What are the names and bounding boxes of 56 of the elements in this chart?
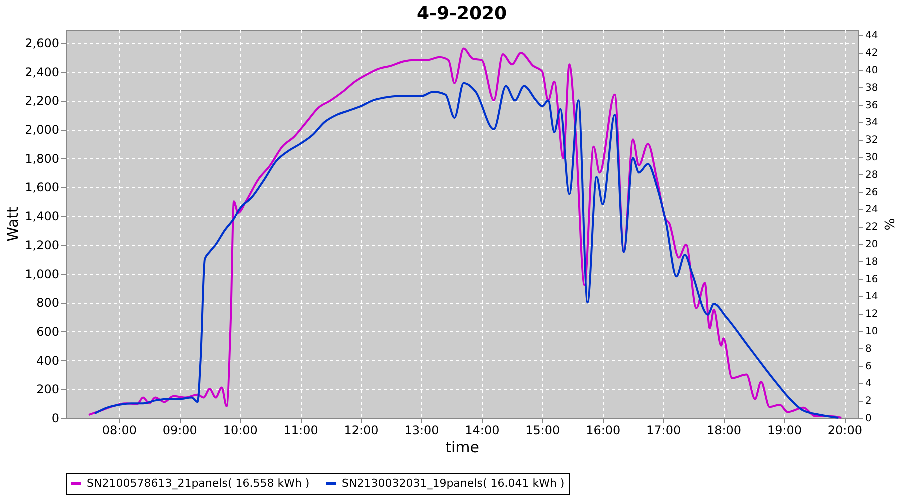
x-tick-label: 18:00 <box>706 424 742 438</box>
y-tick-label: 1,000 <box>25 267 60 282</box>
y2-tick-label: 0 <box>866 414 872 424</box>
x-tick-label: 13:00 <box>404 424 440 438</box>
x-tick-label: 12:00 <box>344 424 379 438</box>
y2-tick-label: 44 <box>866 30 878 42</box>
y-tick-label: 600 <box>36 324 60 339</box>
y-tick-label: 0 <box>52 412 60 426</box>
x-axis-title: time <box>446 438 480 456</box>
x-tick-label: 15:00 <box>526 424 560 438</box>
y2-tick-label: 42 <box>866 48 878 60</box>
x-tick-label: 10:00 <box>223 424 258 438</box>
y2-tick-label: 2 <box>866 396 872 408</box>
y2-tick-label: 20 <box>866 240 878 251</box>
y2-tick-label: 28 <box>866 170 878 181</box>
y2-tick-label: 22 <box>866 222 878 234</box>
y-tick-label: 2,000 <box>25 123 60 138</box>
y2-tick-label: 24 <box>866 204 878 216</box>
y-tick-label: 400 <box>36 354 60 368</box>
x-tick-label: 08:00 <box>102 424 137 438</box>
y-tick-label: 800 <box>36 296 60 310</box>
y2-tick-label: 14 <box>866 292 878 303</box>
y2-tick-label: 30 <box>866 152 878 164</box>
y2-tick-label: 8 <box>866 344 872 355</box>
x-tick-label: 19:00 <box>767 424 802 438</box>
x-tick-label: 14:00 <box>465 424 500 438</box>
y2-tick-label: 40 <box>866 66 878 77</box>
y-tick-label: 1,600 <box>25 180 60 195</box>
y-tick-label: 1,200 <box>25 238 60 252</box>
y2-tick-label: 10 <box>866 326 878 338</box>
y-tick-label: 2,400 <box>25 65 60 80</box>
y2-tick-label: 12 <box>866 309 878 320</box>
y2-tick-label: 32 <box>866 135 878 146</box>
y-tick-label: 1,400 <box>25 210 60 224</box>
chart-title: 4-9-2020 <box>416 3 508 24</box>
y2-axis-title: % <box>881 218 896 231</box>
x-tick-label: 20:00 <box>828 424 862 438</box>
y2-tick-label: 34 <box>866 118 878 129</box>
legend-label: SN2130032031_19panels( 16.041 kWh ) <box>342 476 565 490</box>
y2-tick-label: 6 <box>866 361 872 372</box>
x-tick-label: 11:00 <box>284 424 318 438</box>
y-axis-title: Watt <box>4 206 22 242</box>
y-tick-label: 200 <box>36 382 60 397</box>
y-tick-label: 1,800 <box>25 152 60 166</box>
y2-tick-label: 16 <box>866 274 878 286</box>
x-tick-label: 09:00 <box>162 424 198 438</box>
y2-tick-label: 36 <box>866 100 878 112</box>
x-tick-label: 16:00 <box>586 424 621 438</box>
y-tick-label: 2,600 <box>25 36 60 50</box>
y2-tick-label: 26 <box>866 187 878 198</box>
y2-tick-label: 18 <box>866 256 878 268</box>
y2-tick-label: 4 <box>866 378 872 390</box>
x-tick-label: 17:00 <box>646 424 682 438</box>
legend-label: SN2100578613_21panels( 16.558 kWh ) <box>87 476 310 490</box>
y-tick-label: 2,200 <box>25 94 60 108</box>
y2-tick-label: 38 <box>866 82 878 94</box>
